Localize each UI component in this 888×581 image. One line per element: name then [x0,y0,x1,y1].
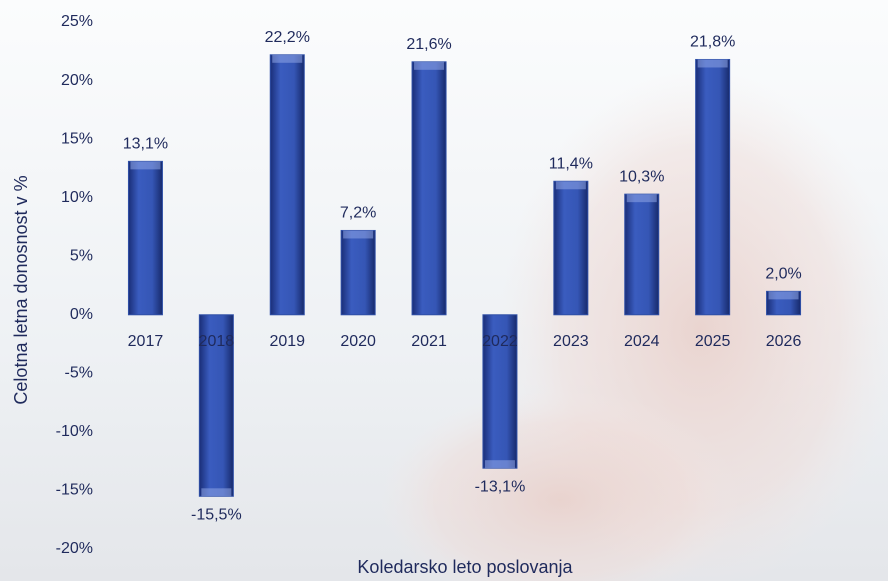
y-tick-label: 0% [70,306,93,323]
bar [411,61,447,316]
x-tick-label: 2022 [482,333,518,350]
background-figure [380,390,740,581]
bar-bevel [414,61,445,70]
x-tick-label: 2026 [766,333,802,350]
bar [695,58,731,316]
y-tick-label: 15% [61,130,93,147]
bar-bevel [626,194,657,203]
value-label: -13,1% [475,478,526,495]
bar [624,193,660,316]
x-tick-label: 2025 [695,333,731,350]
bar-bevel [484,460,515,469]
y-tick-label: 20% [61,72,93,89]
bar [198,314,234,497]
x-tick-label: 2020 [340,333,376,350]
bar-bevel [697,59,728,68]
bar-bevel [768,291,799,300]
bar [340,229,376,316]
y-tick-label: -10% [56,423,93,440]
bar-bevel [555,181,586,190]
bar [553,180,589,316]
value-label: 13,1% [123,136,168,153]
x-tick-label: 2019 [269,333,305,350]
value-label: 7,2% [340,205,376,222]
value-label: 22,2% [265,29,310,46]
bar [127,160,163,316]
bar-bevel [130,161,161,170]
value-label: 21,8% [690,34,735,51]
bar [482,314,518,469]
y-tick-label: 10% [61,189,93,206]
bar-bevel [201,488,232,497]
x-tick-label: 2021 [411,333,447,350]
y-tick-label: -15% [56,482,93,499]
value-label: 2,0% [765,266,801,283]
y-tick-label: 25% [61,13,93,30]
value-label: 21,6% [406,36,451,53]
x-tick-label: 2023 [553,333,589,350]
x-tick-label: 2017 [128,333,164,350]
y-tick-label: -20% [56,540,93,557]
y-tick-label: -5% [65,365,93,382]
bar [269,54,305,316]
value-label: 10,3% [619,168,664,185]
bar-bevel [272,54,303,63]
value-label: 11,4% [549,155,593,172]
y-axis-label: Celotna letna donosnost v % [11,175,31,404]
y-tick-label: 5% [70,247,93,264]
x-tick-label: 2024 [624,333,660,350]
bar-bevel [343,230,374,239]
value-label: -15,5% [191,507,242,524]
x-tick-label: 2018 [199,333,235,350]
x-axis-label: Koledarsko leto poslovanja [357,557,573,577]
